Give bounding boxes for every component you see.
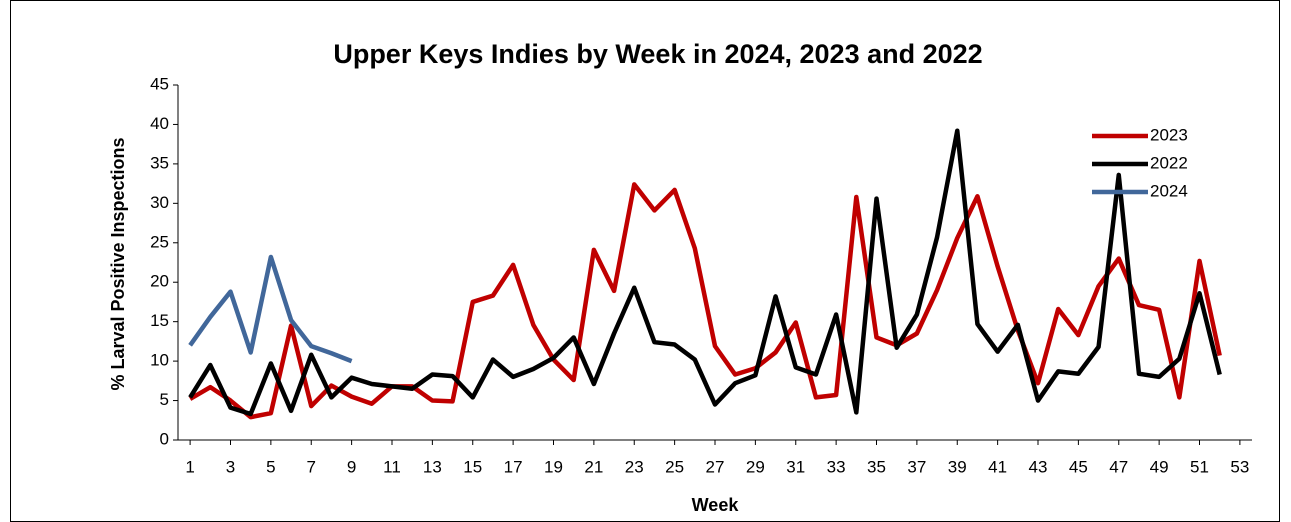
x-tick-label: 9: [347, 457, 356, 476]
x-tick-label: 41: [988, 457, 1007, 476]
x-tick-label: 53: [1230, 457, 1249, 476]
x-tick-label: 35: [867, 457, 886, 476]
x-tick-label: 17: [504, 457, 523, 476]
series-line: [188, 128, 1222, 417]
y-tick-label: 0: [160, 429, 169, 448]
y-tick-label: 5: [160, 390, 169, 409]
x-tick-label: 49: [1150, 457, 1169, 476]
x-tick-label: 29: [746, 457, 765, 476]
x-tick-label: 21: [584, 457, 603, 476]
x-tick-label: 47: [1109, 457, 1128, 476]
x-tick-label: 11: [383, 457, 401, 476]
y-tick-label: 15: [150, 311, 169, 330]
y-tick-label: 25: [150, 232, 169, 251]
x-tick-label: 33: [827, 457, 846, 476]
y-tick-label: 35: [150, 153, 169, 172]
legend-label: 2023: [1150, 125, 1188, 144]
x-tick-label: 23: [625, 457, 644, 476]
legend-label: 2022: [1150, 153, 1188, 172]
x-tick-label: 7: [307, 457, 316, 476]
x-axis-title: Week: [692, 495, 740, 515]
y-tick-label: 40: [150, 114, 169, 133]
x-tick-label: 27: [706, 457, 725, 476]
x-tick-label: 37: [907, 457, 926, 476]
x-tick-label: 13: [423, 457, 442, 476]
x-tick-label: 3: [226, 457, 235, 476]
x-tick-label: 5: [266, 457, 275, 476]
x-tick-label: 51: [1190, 457, 1209, 476]
x-tick-label: 43: [1029, 457, 1048, 476]
x-tick-label: 1: [185, 457, 194, 476]
x-tick-label: 39: [948, 457, 967, 476]
y-tick-label: 30: [150, 193, 169, 212]
x-tick-label: 15: [463, 457, 482, 476]
legend-label: 2024: [1150, 181, 1188, 200]
x-tick-label: 45: [1069, 457, 1088, 476]
y-tick-label: 45: [150, 74, 169, 93]
series-line: [188, 182, 1222, 420]
y-axis-title: % Larval Positive Inspections: [108, 137, 128, 390]
x-tick-label: 31: [786, 457, 805, 476]
x-tick-label: 25: [665, 457, 684, 476]
chart-title: Upper Keys Indies by Week in 2024, 2023 …: [333, 39, 982, 69]
x-tick-label: 19: [544, 457, 563, 476]
y-tick-label: 20: [150, 272, 169, 291]
y-tick-label: 10: [150, 351, 169, 370]
series-line: [188, 254, 353, 364]
chart-frame: [10, 0, 1280, 522]
